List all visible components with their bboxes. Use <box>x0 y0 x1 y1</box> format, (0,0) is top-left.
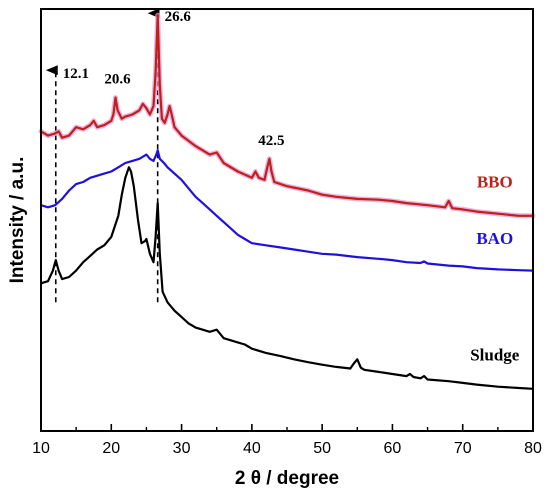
peak-annotation-0: 20.6 <box>104 72 131 88</box>
labels: BBO BAO Sludge 12.1 26.6 20.6 42.5 <box>63 9 520 364</box>
reference-label-0: 12.1 <box>63 66 89 82</box>
x-ticks: 10 20 30 40 50 60 70 80 <box>32 424 542 457</box>
x-tick-label-60: 60 <box>384 440 402 457</box>
series-label-sludge: Sludge <box>470 346 520 365</box>
reference-label-1: 26.6 <box>165 9 192 25</box>
x-tick-label-40: 40 <box>243 440 261 457</box>
y-axis-title: Intensity / a.u. <box>7 157 28 284</box>
series-line-sludge <box>40 166 534 390</box>
series-line-bao <box>40 149 534 272</box>
peak-annotation-1: 42.5 <box>258 133 284 149</box>
series-layer <box>38 12 536 390</box>
x-tick-label-20: 20 <box>102 440 120 457</box>
x-tick-label-50: 50 <box>313 440 331 457</box>
x-tick-label-70: 70 <box>454 440 472 457</box>
x-tick-label-80: 80 <box>524 440 542 457</box>
x-tick-label-10: 10 <box>32 440 50 457</box>
x-axis-title: 2 θ / degree <box>235 468 339 489</box>
series-label-bbo: BBO <box>477 173 513 192</box>
x-tick-label-30: 30 <box>173 440 191 457</box>
series-label-bao: BAO <box>476 229 513 248</box>
series-line-bbo <box>40 14 533 217</box>
